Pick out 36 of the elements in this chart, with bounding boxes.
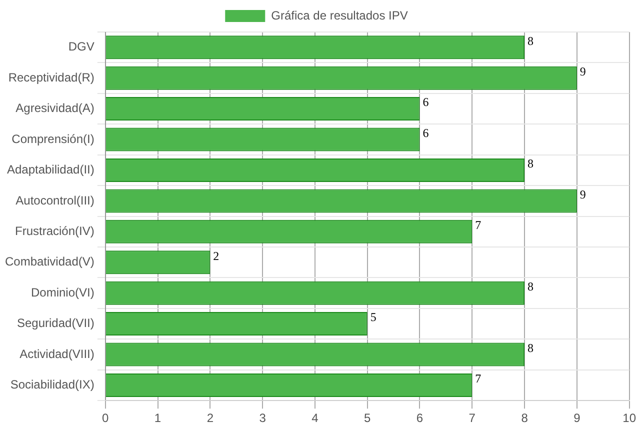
x-tick-label: 6 <box>416 411 424 426</box>
data-label: 9 <box>580 187 586 202</box>
x-tick-label: 2 <box>206 411 214 426</box>
x-tick-label: 4 <box>312 411 319 426</box>
y-tick-label: Dominio(VI) <box>31 285 94 300</box>
x-tick-label: 3 <box>259 411 266 426</box>
y-tick-label: Seguridad(VII) <box>16 316 94 330</box>
data-label: 7 <box>475 372 482 386</box>
y-tick-label: Actividad(VIII) <box>20 346 94 361</box>
data-label: 8 <box>528 34 534 48</box>
y-tick-label: DGV <box>68 40 94 54</box>
x-tick-label: 1 <box>154 411 162 426</box>
y-tick-label: Sociabilidad(IX) <box>10 378 94 392</box>
x-tick-label: 10 <box>622 411 636 426</box>
data-label: 6 <box>422 95 429 110</box>
data-label: 9 <box>580 64 586 78</box>
data-label: 6 <box>422 126 429 140</box>
y-tick-label: Adaptabilidad(II) <box>6 162 94 177</box>
y-tick-label: Receptividad(R) <box>8 70 94 84</box>
x-tick-label: 9 <box>574 411 581 426</box>
data-label: 8 <box>528 280 534 294</box>
y-tick-label: Frustración(IV) <box>15 224 94 238</box>
y-tick-label: Combatividad(V) <box>4 254 94 269</box>
x-tick-label: 8 <box>521 411 528 426</box>
x-tick-label: 7 <box>468 411 476 426</box>
data-label: 8 <box>528 156 534 171</box>
x-tick-label: 0 <box>102 411 110 426</box>
y-tick-label: Comprensión(I) <box>12 132 94 146</box>
legend-label: Gráfica de resultados IPV <box>271 8 408 22</box>
x-tick-label: 5 <box>364 411 372 426</box>
data-label: 5 <box>370 310 376 324</box>
y-tick-label: Autocontrol(III) <box>16 193 94 208</box>
data-label: 8 <box>528 340 534 355</box>
data-label: 2 <box>213 248 220 263</box>
data-label: 7 <box>475 218 482 232</box>
y-tick-label: Agresividad(A) <box>16 101 94 116</box>
